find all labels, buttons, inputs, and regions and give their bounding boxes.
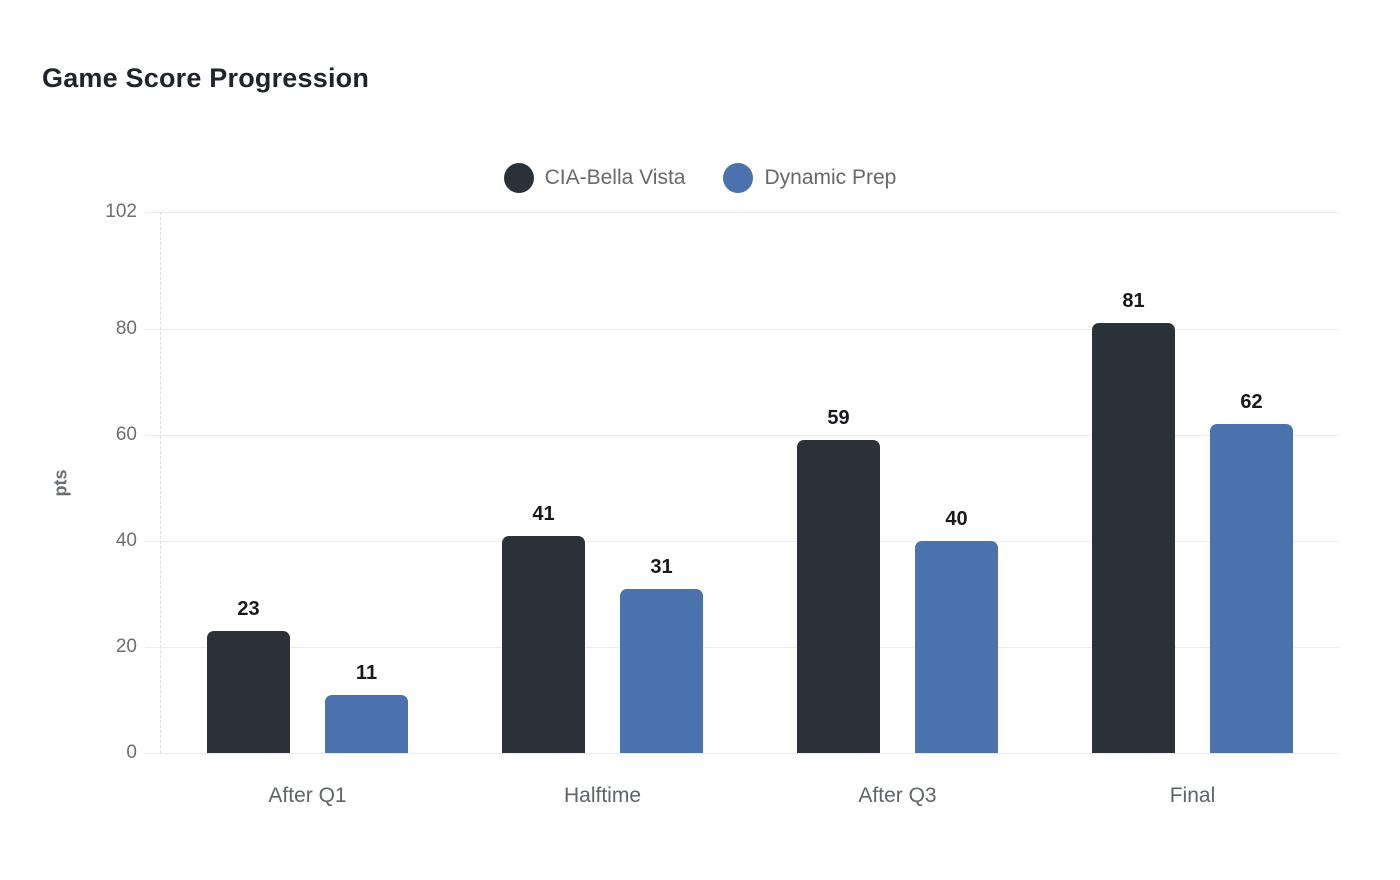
legend: CIA-Bella Vista Dynamic Prep xyxy=(0,163,1400,193)
legend-marker-circle-icon xyxy=(503,163,534,193)
bar-value-label: 40 xyxy=(945,507,968,530)
bar-after-q1-series-1 xyxy=(325,694,408,753)
bar-final-series-0 xyxy=(1092,323,1175,753)
bar-value-label: 23 xyxy=(237,598,260,620)
x-category-label: After Q1 xyxy=(268,784,347,807)
y-tick-label: 20 xyxy=(115,635,137,657)
y-tick-label: 102 xyxy=(105,201,137,222)
y-axis-line xyxy=(160,212,161,753)
x-category-label: After Q3 xyxy=(858,784,937,807)
y-tick-label: 0 xyxy=(126,742,137,763)
legend-item-dynamic-prep[interactable]: Dynamic Prep xyxy=(723,163,896,193)
gridline-80 xyxy=(145,328,1340,330)
bar-value-label: 81 xyxy=(1122,290,1145,313)
bar-value-label: 62 xyxy=(1240,391,1263,414)
bar-value-label: 59 xyxy=(827,407,850,430)
bar-value-label: 31 xyxy=(650,555,673,578)
bar-value-label: 41 xyxy=(532,502,555,525)
bar-final-series-1 xyxy=(1210,424,1293,753)
legend-item-cia-bella-vista[interactable]: CIA-Bella Vista xyxy=(503,163,686,193)
bar-after-q1-series-0 xyxy=(207,631,290,753)
gridline-102 xyxy=(145,212,1340,213)
y-tick-label: 40 xyxy=(115,529,137,551)
legend-item-label: CIA-Bella Vista xyxy=(544,166,686,189)
x-category-label: Final xyxy=(1169,784,1216,807)
bar-after-q3-series-1 xyxy=(915,540,998,753)
chart-title: Game Score Progression xyxy=(42,63,370,93)
bar-after-q3-series-0 xyxy=(797,440,880,753)
legend-marker-circle-icon xyxy=(723,163,754,193)
y-tick-label: 60 xyxy=(115,423,137,445)
gridline-40 xyxy=(145,540,1340,542)
gridline-20 xyxy=(145,646,1340,648)
x-category-label: Halftime xyxy=(563,784,642,807)
legend-item-label: Dynamic Prep xyxy=(764,166,897,189)
y-axis-label: pts xyxy=(50,469,71,497)
gridline-0 xyxy=(145,753,1340,754)
bar-value-label: 11 xyxy=(355,661,378,684)
bar-halftime-series-1 xyxy=(620,588,703,753)
bar-halftime-series-0 xyxy=(502,535,585,753)
y-tick-label: 80 xyxy=(115,317,137,339)
gridline-60 xyxy=(145,434,1340,436)
